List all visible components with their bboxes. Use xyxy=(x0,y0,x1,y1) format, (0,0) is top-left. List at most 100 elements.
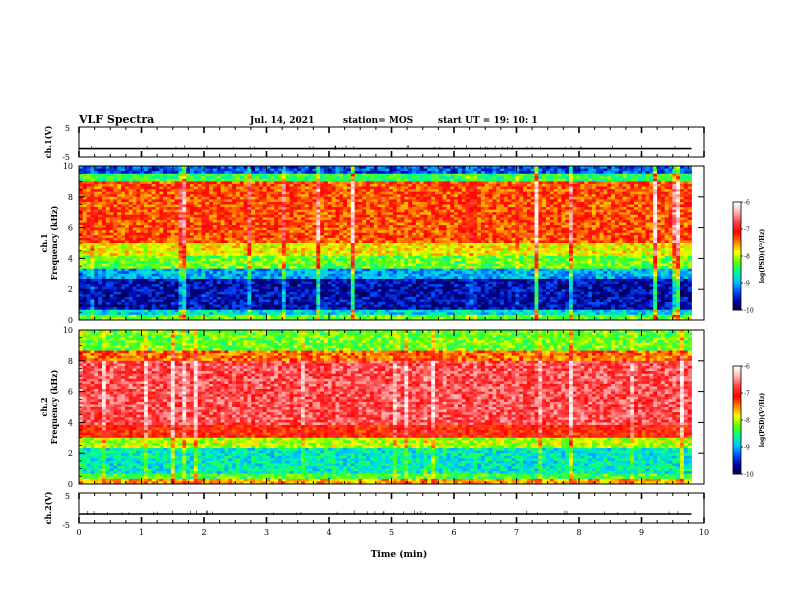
spectrogram-cell xyxy=(136,189,141,193)
spectrogram-cell xyxy=(293,245,298,249)
spectrogram-cell xyxy=(362,189,367,193)
spectrogram-cell xyxy=(301,302,306,305)
spectrogram-cell xyxy=(251,183,256,187)
spectrogram-cell xyxy=(354,299,359,303)
spectrogram-cell xyxy=(182,250,187,254)
spectrogram-cell xyxy=(331,281,336,285)
spectrogram-cell xyxy=(228,258,233,262)
spectrogram-cell xyxy=(220,189,225,193)
spectrogram-cell xyxy=(224,250,229,254)
spectrogram-cell xyxy=(128,258,133,262)
spectrogram-cell xyxy=(339,173,344,177)
spectrogram-cell xyxy=(278,194,283,198)
spectrogram-cell xyxy=(86,214,91,218)
spectrogram-cell xyxy=(255,232,260,236)
spectrogram-cell xyxy=(124,168,130,172)
spectrogram-cell xyxy=(385,199,390,203)
spectrogram-cell xyxy=(86,309,91,313)
spectrogram-cell xyxy=(327,204,333,208)
spectrogram-cell xyxy=(278,260,283,264)
spectrogram-cell xyxy=(224,281,229,285)
spectrogram-cell xyxy=(197,183,202,187)
spectrogram-cell xyxy=(324,209,329,213)
spectrogram-cell xyxy=(174,312,179,316)
spectrogram-cell xyxy=(212,230,218,234)
spectrogram-cell xyxy=(327,289,333,293)
spectrogram-cell xyxy=(385,250,390,254)
spectrogram-cell xyxy=(132,235,137,239)
spectrogram-cell xyxy=(167,212,172,216)
spectrogram-cell xyxy=(140,281,145,285)
spectrogram-cell xyxy=(308,207,313,211)
spectrogram-cell xyxy=(262,250,267,254)
spectrogram-cell xyxy=(90,212,95,216)
spectrogram-cell xyxy=(366,273,371,277)
spectrogram-cell xyxy=(132,173,137,177)
spectrogram-cell xyxy=(113,222,118,226)
spectrogram-cell xyxy=(346,194,352,198)
spectrogram-cell xyxy=(339,204,344,208)
spectrogram-cell xyxy=(151,191,156,195)
spectrogram-cell xyxy=(151,178,156,182)
spectrogram-cell xyxy=(82,186,88,190)
spectrogram-cell xyxy=(251,258,256,262)
spectrogram-cell xyxy=(117,173,122,177)
spectrogram-cell xyxy=(144,271,149,275)
spectrogram-cell xyxy=(86,302,91,305)
spectrogram-cell xyxy=(209,189,214,193)
spectrogram-cell xyxy=(140,243,145,246)
spectrogram-cell xyxy=(224,245,229,249)
spectrogram-cell xyxy=(335,207,340,211)
spectrogram-cell xyxy=(316,302,321,305)
spectrogram-cell xyxy=(262,317,267,321)
spectrogram-cell xyxy=(312,317,317,321)
spectrogram-cell xyxy=(90,260,95,264)
spectrogram-cell xyxy=(274,230,279,234)
spectrogram-cell xyxy=(174,248,179,252)
spectrogram-cell xyxy=(117,276,122,280)
ch1-waveform-ytick-top: 5 xyxy=(65,124,70,133)
spectrogram-cell xyxy=(159,222,164,226)
spectrogram-cell xyxy=(312,168,317,172)
spectrogram-cell xyxy=(209,201,214,205)
spectrogram-cell xyxy=(98,309,103,313)
spectrogram-cell xyxy=(366,255,371,259)
spectrogram-cell xyxy=(320,207,325,211)
spectrogram-cell xyxy=(251,296,256,300)
spectrogram-cell xyxy=(289,166,294,169)
spectrogram-cell xyxy=(281,181,287,185)
spectrogram-cell xyxy=(335,201,340,205)
spectrogram-cell xyxy=(159,199,164,203)
spectrogram-cell xyxy=(90,258,95,262)
spectrogram-cell xyxy=(170,302,176,305)
spectrogram-cell xyxy=(327,240,333,244)
spectrogram-cell xyxy=(327,232,333,236)
spectrogram-cell xyxy=(144,317,149,321)
spectrogram-cell xyxy=(182,191,187,195)
spectrogram-cell xyxy=(258,212,264,216)
spectrogram-cell xyxy=(278,196,283,200)
spectrogram-cell xyxy=(178,222,183,226)
spectrogram-cell xyxy=(262,302,267,305)
spectrogram-cell xyxy=(362,204,367,208)
spectrogram-cell xyxy=(79,312,84,316)
spectrogram-cell xyxy=(266,299,271,303)
spectrogram-cell xyxy=(113,209,118,213)
spectrogram-cell xyxy=(94,291,99,295)
spectrogram-cell xyxy=(101,289,107,293)
spectrogram-cell xyxy=(98,171,103,175)
spectrogram-cell xyxy=(258,268,264,272)
spectrogram-cell xyxy=(197,312,202,316)
spectrogram-cell xyxy=(201,237,206,241)
spectrogram-cell xyxy=(174,201,179,205)
spectrogram-cell xyxy=(320,296,325,300)
spectrogram-cell xyxy=(343,307,348,311)
spectrogram-cell xyxy=(251,302,256,305)
spectrogram-cell xyxy=(193,268,199,272)
spectrogram-cell xyxy=(109,219,114,223)
spectrogram-cell xyxy=(335,237,340,241)
spectrogram-cell xyxy=(346,176,352,180)
spectrogram-cell xyxy=(209,171,214,175)
spectrogram-cell xyxy=(281,171,287,175)
spectrogram-cell xyxy=(144,250,149,254)
